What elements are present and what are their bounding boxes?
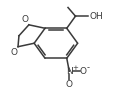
Text: -: - bbox=[86, 63, 89, 72]
Text: +: + bbox=[72, 65, 78, 71]
Text: O: O bbox=[66, 80, 73, 88]
Text: O: O bbox=[10, 48, 17, 57]
Text: N: N bbox=[66, 67, 73, 76]
Text: O: O bbox=[21, 15, 28, 24]
Text: OH: OH bbox=[89, 12, 103, 21]
Text: O: O bbox=[79, 67, 86, 76]
